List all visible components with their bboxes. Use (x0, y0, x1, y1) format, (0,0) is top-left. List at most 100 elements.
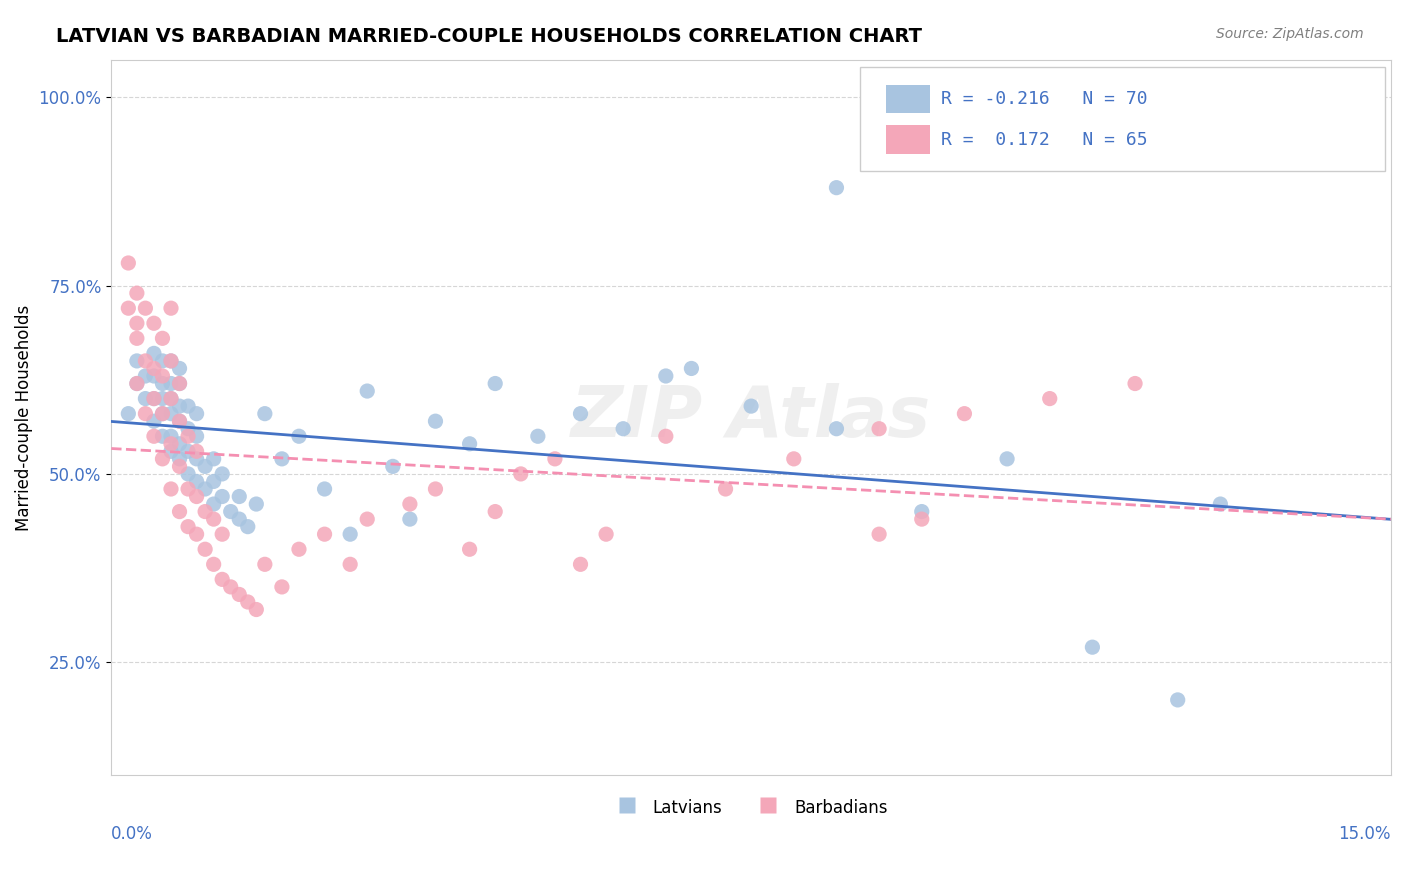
Point (142, 361, 165, 376)
Point (271, 451, 294, 466)
Point (288, 429, 311, 443)
Point (160, 407, 183, 421)
Point (425, 482, 447, 496)
Point (194, 459, 217, 474)
Bar (886, 85, 931, 113)
Point (152, 407, 174, 421)
Point (202, 512, 225, 526)
Point (125, 286, 148, 301)
Point (160, 392, 183, 406)
Point (236, 519, 259, 533)
Point (142, 429, 165, 443)
Point (655, 369, 678, 384)
Point (186, 475, 208, 489)
Point (194, 542, 217, 557)
Point (194, 482, 217, 496)
Point (152, 392, 174, 406)
Point (134, 301, 156, 316)
Point (825, 422, 848, 436)
Point (169, 376, 191, 391)
Point (544, 451, 567, 466)
Point (271, 580, 294, 594)
Point (177, 422, 200, 436)
Point (1209, 497, 1232, 511)
Point (160, 429, 183, 443)
Point (160, 437, 183, 451)
Point (160, 444, 183, 458)
Point (152, 429, 174, 443)
Point (655, 429, 678, 443)
Text: R = -0.216   N = 70: R = -0.216 N = 70 (941, 90, 1147, 108)
Point (160, 354, 183, 368)
Point (169, 505, 191, 519)
Point (142, 316, 165, 330)
Point (1123, 376, 1146, 391)
Point (125, 316, 148, 330)
Text: ZIP Atlas: ZIP Atlas (571, 383, 931, 452)
Point (186, 527, 208, 541)
Point (202, 475, 225, 489)
Bar (886, 126, 931, 154)
Point (911, 505, 934, 519)
Point (740, 399, 762, 413)
Y-axis label: Married-couple Households: Married-couple Households (15, 304, 32, 531)
Point (484, 505, 506, 519)
Point (1039, 392, 1062, 406)
Point (142, 369, 165, 384)
Point (253, 558, 276, 572)
Point (399, 512, 422, 526)
Point (714, 482, 737, 496)
Point (783, 451, 806, 466)
Point (152, 451, 174, 466)
Point (211, 490, 233, 504)
Point (117, 256, 139, 270)
Point (186, 451, 208, 466)
Point (134, 392, 156, 406)
Point (995, 451, 1018, 466)
Point (911, 512, 934, 526)
Point (211, 573, 233, 587)
Point (142, 392, 165, 406)
Point (314, 527, 336, 541)
Point (245, 602, 267, 616)
Point (169, 437, 191, 451)
Point (288, 542, 311, 557)
Point (202, 497, 225, 511)
Point (152, 376, 174, 391)
Point (253, 407, 276, 421)
Point (236, 595, 259, 609)
Point (219, 505, 242, 519)
Point (160, 392, 183, 406)
Point (160, 376, 183, 391)
Text: LATVIAN VS BARBADIAN MARRIED-COUPLE HOUSEHOLDS CORRELATION CHART: LATVIAN VS BARBADIAN MARRIED-COUPLE HOUS… (56, 27, 922, 45)
Point (509, 467, 531, 481)
Point (825, 180, 848, 194)
Point (953, 407, 976, 421)
Point (152, 407, 174, 421)
Point (202, 558, 225, 572)
Point (458, 542, 481, 557)
Point (381, 459, 404, 474)
Point (169, 361, 191, 376)
Point (125, 376, 148, 391)
Point (117, 301, 139, 316)
Point (228, 512, 250, 526)
Point (160, 301, 183, 316)
Point (177, 399, 200, 413)
Point (458, 437, 481, 451)
Point (117, 407, 139, 421)
Point (169, 414, 191, 428)
Point (868, 422, 890, 436)
Point (134, 369, 156, 384)
Point (569, 407, 592, 421)
Point (245, 497, 267, 511)
Point (1081, 640, 1104, 655)
Point (152, 354, 174, 368)
Point (142, 392, 165, 406)
Point (569, 558, 592, 572)
Point (125, 376, 148, 391)
Point (595, 527, 617, 541)
Point (194, 505, 217, 519)
Point (425, 414, 447, 428)
Point (527, 429, 550, 443)
